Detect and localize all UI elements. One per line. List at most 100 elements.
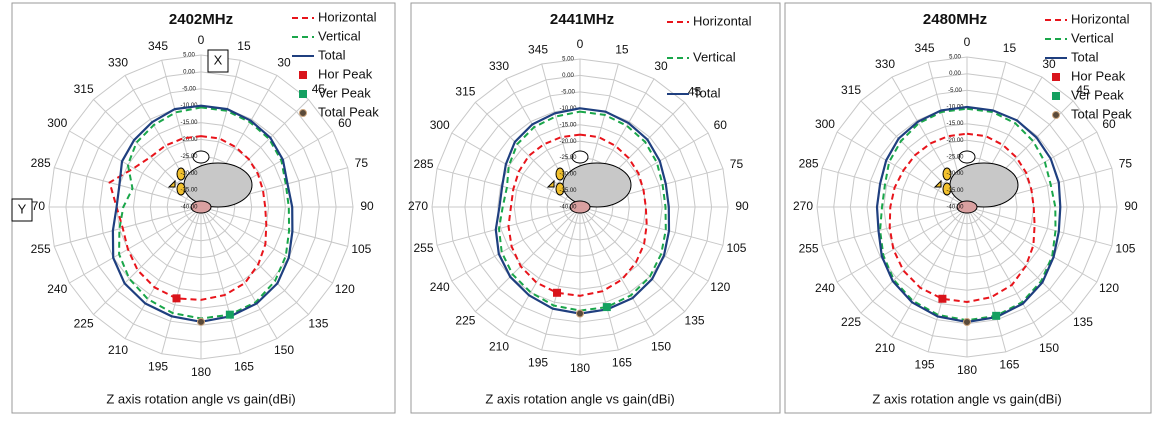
device-icon: [184, 163, 252, 207]
y-tick-label: -5.00: [561, 89, 575, 95]
angle-label: 330: [875, 57, 895, 71]
legend-swatch: [300, 110, 307, 117]
angle-label: 90: [1124, 199, 1138, 213]
axis-label: Z axis rotation angle vs gain(dBi): [872, 391, 1061, 406]
chart-title: 2480MHz: [923, 11, 987, 28]
spoke: [967, 207, 1073, 313]
angle-label: 225: [455, 314, 475, 328]
angle-label: 285: [414, 157, 434, 171]
device-icon: [935, 181, 941, 187]
angle-label: 195: [528, 356, 548, 370]
axis-label: Z axis rotation angle vs gain(dBi): [106, 391, 295, 406]
angle-label: 60: [714, 118, 728, 132]
angle-label: 240: [815, 281, 835, 295]
y-tick-label: 0.00: [949, 71, 961, 77]
y-tick-label: -30.00: [946, 171, 964, 177]
peak-marker: [577, 310, 584, 317]
angle-label: 330: [108, 55, 128, 69]
spoke: [967, 207, 1006, 352]
angle-label: 120: [335, 282, 355, 296]
angle-label: 255: [414, 241, 434, 255]
spoke: [967, 207, 1112, 246]
peak-marker: [198, 318, 205, 325]
angle-label: 270: [408, 199, 428, 213]
angle-label: 30: [277, 55, 291, 69]
angle-label: 105: [726, 241, 746, 255]
y-tick-label: -20.00: [946, 138, 964, 144]
angle-label: 90: [360, 199, 374, 213]
y-tick-label: 0.00: [183, 69, 195, 75]
device-icon: [950, 163, 1018, 207]
spoke: [861, 207, 967, 313]
y-tick-label: -15.00: [180, 120, 198, 126]
angle-label: 300: [815, 117, 835, 131]
angle-label: 180: [957, 363, 977, 377]
angle-label: 315: [841, 83, 861, 97]
angle-label: 195: [148, 360, 168, 374]
angle-label: 255: [799, 242, 819, 256]
angle-label: 345: [915, 41, 935, 55]
y-tick-label: -40.00: [946, 205, 964, 211]
y-tick-label: -15.00: [559, 122, 577, 128]
peak-marker: [553, 289, 561, 297]
angle-label: 165: [234, 360, 254, 374]
device-icon: [563, 163, 631, 207]
y-tick-label: -25.00: [946, 155, 964, 161]
annotation: X: [214, 52, 223, 67]
angle-label: 210: [108, 343, 128, 357]
legend-label: Vertical: [1071, 30, 1114, 45]
y-tick-label: 5.00: [949, 55, 961, 61]
angle-label: 135: [1073, 315, 1093, 329]
legend-swatch: [1052, 92, 1060, 100]
legend-label: Horizontal: [693, 13, 752, 28]
legend-label: Hor Peak: [1071, 68, 1126, 83]
legend-label: Hor Peak: [318, 66, 373, 81]
spoke: [928, 207, 967, 352]
peak-marker: [173, 294, 181, 302]
annotation: Y: [18, 201, 27, 216]
angle-label: 180: [191, 365, 211, 379]
peak-marker: [992, 312, 1000, 320]
angle-label: 75: [730, 157, 744, 171]
spoke: [201, 207, 240, 354]
legend-label: Vertical: [318, 28, 361, 43]
angle-label: 120: [710, 280, 730, 294]
angle-label: 225: [74, 317, 94, 331]
angle-label: 315: [455, 85, 475, 99]
angle-label: 90: [735, 199, 749, 213]
angle-label: 165: [612, 356, 632, 370]
y-tick-label: -15.00: [946, 121, 964, 127]
y-tick-label: -35.00: [180, 188, 198, 194]
peak-marker: [964, 319, 971, 326]
angle-label: 300: [47, 116, 67, 130]
legend-label: Horizontal: [1071, 11, 1130, 26]
angle-label: 150: [651, 339, 671, 353]
charts: 0153045607590105120135150165180195210225…: [0, 0, 1160, 421]
angle-label: 150: [274, 343, 294, 357]
angle-label: 135: [308, 317, 328, 331]
angle-label: 345: [528, 43, 548, 57]
angle-label: 75: [1119, 157, 1133, 171]
angle-label: 300: [430, 118, 450, 132]
y-tick-label: -35.00: [559, 188, 577, 194]
legend-label: Ver Peak: [1071, 87, 1124, 102]
angle-label: 0: [577, 37, 584, 51]
y-tick-label: -25.00: [180, 154, 198, 160]
peak-marker: [226, 311, 234, 319]
angle-label: 75: [355, 156, 369, 170]
y-tick-label: 5.00: [183, 53, 195, 59]
angle-label: 120: [1099, 281, 1119, 295]
angle-label: 315: [74, 82, 94, 96]
spoke: [542, 207, 580, 350]
angle-label: 210: [875, 341, 895, 355]
spoke: [822, 207, 967, 246]
angle-label: 180: [570, 361, 590, 375]
y-tick-label: -30.00: [559, 172, 577, 178]
angle-label: 165: [999, 358, 1019, 372]
angle-label: 105: [351, 242, 371, 256]
angle-label: 30: [1042, 57, 1056, 71]
angle-label: 30: [654, 59, 668, 73]
axis-label: Z axis rotation angle vs gain(dBi): [485, 391, 674, 406]
device-icon: [548, 181, 554, 187]
y-tick-label: -25.00: [559, 155, 577, 161]
